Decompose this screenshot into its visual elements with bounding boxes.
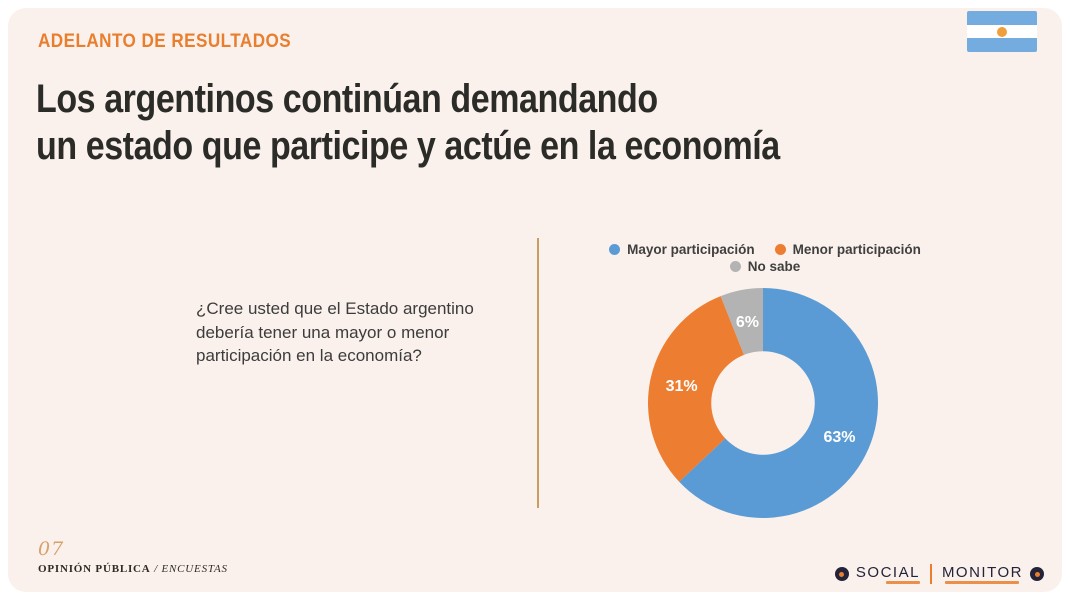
- flag-sun-icon: [997, 26, 1007, 37]
- legend-dot-mayor-icon: [609, 244, 621, 255]
- brand-monitor-tagline-bar: [945, 580, 1020, 584]
- brand-q-icon-left: [834, 567, 849, 581]
- legend-label-menor: Menor participación: [792, 242, 921, 257]
- argentina-flag-icon: [967, 11, 1037, 52]
- footer-publication-sub: ENCUESTAS: [161, 563, 228, 575]
- survey-question: ¿Cree usted que el Estado argentino debe…: [196, 299, 474, 365]
- brand-q-icon-left-dot: [839, 571, 845, 577]
- flag-stripe-bottom: [967, 38, 1037, 52]
- flag-stripe-middle: [967, 24, 1037, 39]
- vertical-divider: [537, 238, 539, 508]
- slide-title-line1: Los argentinos continúan demandando: [36, 77, 658, 121]
- donut-value-label-1: 31%: [666, 378, 698, 395]
- legend-item-nosabe: No sabe: [729, 259, 801, 274]
- footer-publication-main: OPINIÓN PÚBLICA: [38, 563, 151, 575]
- brand-q-icon-right-dot: [1034, 571, 1040, 577]
- donut-chart: 63% 31% 6%: [648, 288, 878, 518]
- footer-publication: OPINIÓN PÚBLICA / ENCUESTAS: [38, 563, 228, 575]
- donut-segment-1: [648, 296, 744, 482]
- brand-logo: SOCIAL MONITOR: [834, 564, 1044, 584]
- slide-background: [8, 8, 1062, 592]
- footer-publication-sep: /: [150, 563, 162, 575]
- page-number: 07: [38, 538, 65, 560]
- brand-social-block: SOCIAL: [856, 565, 920, 584]
- legend-dot-nosabe-icon: [729, 261, 741, 272]
- kicker-label: ADELANTO DE RESULTADOS: [38, 31, 292, 52]
- legend-item-mayor: Mayor participación: [609, 242, 755, 257]
- slide-title-line2: un estado que participe y actúe en la ec…: [36, 124, 780, 168]
- brand-monitor-block: MONITOR: [942, 565, 1023, 584]
- brand-divider: [929, 564, 932, 584]
- brand-q-icon-right: [1030, 567, 1044, 581]
- legend-row-1: Mayor participación Menor participación: [609, 242, 921, 257]
- legend-label-mayor: Mayor participación: [627, 242, 755, 257]
- legend-item-menor: Menor participación: [774, 242, 921, 257]
- donut-chart-container: 63% 31% 6%: [648, 288, 878, 518]
- brand-monitor-label: MONITOR: [941, 563, 1023, 581]
- donut-value-label-2: 6%: [736, 314, 759, 331]
- brand-social-tagline-bar: [885, 580, 920, 584]
- donut-value-label-0: 63%: [824, 429, 856, 446]
- legend-row-2: No sabe: [729, 259, 801, 274]
- legend-label-nosabe: No sabe: [747, 259, 801, 274]
- donut-segment-2: [720, 288, 763, 355]
- donut-segment-0: [679, 288, 878, 518]
- chart-legend: Mayor participación Menor participación …: [555, 242, 975, 274]
- brand-social-label: SOCIAL: [855, 563, 920, 581]
- flag-stripe-top: [967, 11, 1037, 25]
- legend-dot-menor-icon: [774, 244, 786, 255]
- slide-title: Los argentinos continúan demandando un e…: [36, 76, 780, 170]
